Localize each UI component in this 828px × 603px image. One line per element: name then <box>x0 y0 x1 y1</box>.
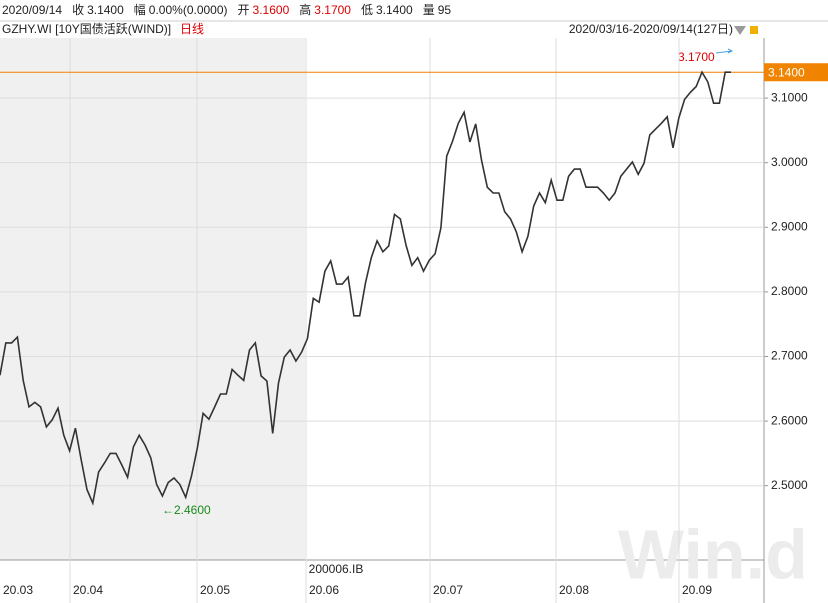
contract-label: 200006.IB <box>309 562 364 576</box>
dropdown-icon[interactable] <box>734 26 746 35</box>
header-text: 收 <box>72 3 84 17</box>
header-text: 3.1400 <box>87 3 124 17</box>
y-tick-label: 2.7000 <box>771 349 808 363</box>
symbol: GZHY.WI [10Y国债活跃(WIND)] <box>2 22 171 36</box>
y-tick-label: 2.8000 <box>771 284 808 298</box>
header-text: 低 <box>361 3 373 17</box>
x-tick-label: 20.03 <box>3 583 33 597</box>
last-price-label: 3.1400 <box>768 65 805 79</box>
header-text: 幅 <box>134 2 146 17</box>
header-text: 开 <box>238 3 250 17</box>
header-text: 0.00%(0.0000) <box>149 3 228 17</box>
header-text: 3.1400 <box>376 3 413 17</box>
date-range: 2020/03/16-2020/09/14(127日) <box>569 22 733 36</box>
header-text: 95 <box>438 3 452 17</box>
y-tick-label: 3.0000 <box>771 155 808 169</box>
x-tick-label: 20.04 <box>73 583 103 597</box>
y-tick-label: 2.5000 <box>771 478 808 492</box>
high-label: 3.1700 <box>678 50 715 64</box>
last-price-box <box>764 63 828 82</box>
x-tick-label: 20.05 <box>200 583 230 597</box>
header-text: 3.1700 <box>314 3 351 17</box>
high-arrow <box>715 48 734 54</box>
header-text: 高 <box>299 2 311 17</box>
low-label: ←2.4600 <box>162 503 211 517</box>
y-tick-label: 3.1000 <box>771 90 808 104</box>
x-tick-label: 20.09 <box>682 583 712 597</box>
y-tick-label: 2.9000 <box>771 219 808 233</box>
header: 2020/09/14 收 3.1400 幅 0.00%(0.0000) 开 3.1600 高 3… <box>2 2 451 17</box>
lock-icon[interactable] <box>750 26 758 34</box>
shaded-period <box>0 38 305 560</box>
header-text: 2020/09/14 <box>2 3 62 17</box>
y-tick-label: 2.6000 <box>771 413 808 427</box>
x-tick-label: 20.08 <box>559 583 589 597</box>
x-tick-label: 20.07 <box>433 583 463 597</box>
x-tick-label: 20.06 <box>309 583 339 597</box>
watermark: Win.d <box>618 515 808 593</box>
header-text: 量 <box>423 3 435 17</box>
period: 日线 <box>180 22 204 36</box>
header-text: 3.1600 <box>253 3 290 17</box>
price-line <box>0 70 731 506</box>
